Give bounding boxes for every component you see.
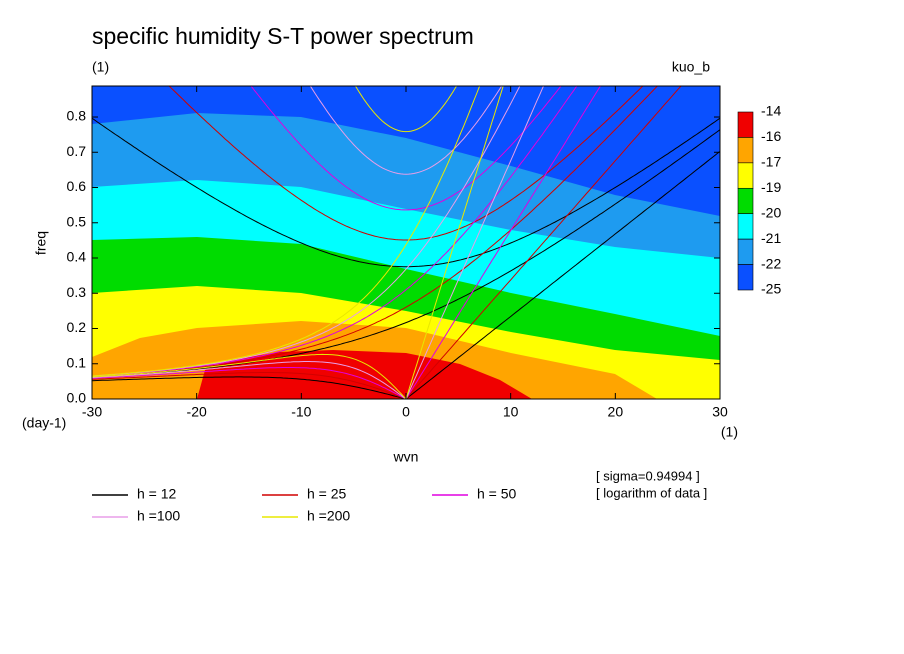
dispersion-curve [92, 86, 578, 377]
colorbar-label: -22 [761, 255, 781, 271]
dispersion-curve [92, 361, 407, 399]
x-axis-unit: (1) [721, 424, 738, 440]
y-tick-label: 0.7 [67, 143, 87, 159]
dispersion-curves [92, 86, 720, 399]
x-tick-label: 20 [608, 404, 624, 420]
x-tick-label: 30 [712, 404, 728, 420]
colorbar-box [737, 187, 754, 215]
y-tick-label: 0.3 [67, 284, 87, 300]
dispersion-curve [168, 86, 644, 241]
y-tick-label: 0.4 [67, 249, 87, 265]
colorbar-label: -17 [761, 154, 781, 170]
dispersion-curve [92, 86, 658, 378]
dispersion-curve [92, 376, 407, 399]
colorbar-label: -16 [761, 128, 781, 144]
colorbar-box [737, 137, 754, 164]
dispersion-curve [250, 86, 562, 211]
chart-title: specific humidity S-T power spectrum [92, 23, 474, 49]
dispersion-curve [405, 86, 504, 399]
dispersion-curve [92, 367, 407, 399]
legend-label: h = 50 [477, 486, 517, 502]
note: [ logarithm of data ] [596, 485, 707, 500]
colorbar-label: -21 [761, 230, 781, 246]
dispersion-curve [354, 86, 458, 133]
x-tick-label: -20 [187, 404, 207, 420]
legend-label: h =200 [307, 508, 350, 524]
legend-label: h = 12 [137, 486, 177, 502]
colorbar-box [737, 213, 754, 240]
y-tick-label: 0.1 [67, 354, 87, 370]
dispersion-curve [92, 117, 720, 268]
y-tick-label: 0.8 [67, 108, 87, 124]
x-tick-label: 0 [402, 404, 410, 420]
dispersion-curve [92, 372, 407, 399]
colorbar-label: -20 [761, 204, 781, 220]
y-tick-label: 0.6 [67, 178, 87, 194]
dispersion-curve [309, 86, 503, 175]
dispersion-curve [92, 129, 720, 378]
y-tick-label: 0.0 [67, 390, 87, 406]
colorbar-label: -14 [761, 103, 781, 119]
note: [ sigma=0.94994 ] [596, 468, 700, 483]
y-axis-label: freq [33, 231, 49, 255]
subtitle: (1) [92, 59, 109, 75]
dispersion-curve [405, 151, 720, 399]
dispersion-curve [405, 86, 682, 399]
x-tick-label: 10 [503, 404, 519, 420]
colorbar-box [737, 264, 754, 291]
colorbar-label: -19 [761, 179, 781, 195]
legend-label: h =100 [137, 508, 180, 524]
x-tick-label: -10 [291, 404, 311, 420]
y-tick-label: 0.2 [67, 319, 87, 335]
dispersion-curve [405, 86, 602, 399]
x-tick-label: -30 [82, 404, 102, 420]
run-label: kuo_b [672, 59, 710, 75]
y-axis-unit: (day-1) [22, 415, 66, 431]
contour-fills [92, 86, 720, 399]
legend-label: h = 25 [307, 486, 347, 502]
dispersion-curve [92, 353, 407, 399]
dispersion-curve [92, 86, 481, 377]
colorbar-box [737, 238, 754, 265]
y-tick-label: 0.5 [67, 213, 87, 229]
colorbar-label: -25 [761, 281, 781, 297]
colorbar-box [737, 111, 754, 138]
dispersion-curve [92, 86, 521, 377]
dispersion-curve [405, 86, 545, 399]
colorbar-box [737, 162, 754, 189]
x-axis-label: wvn [393, 449, 419, 465]
